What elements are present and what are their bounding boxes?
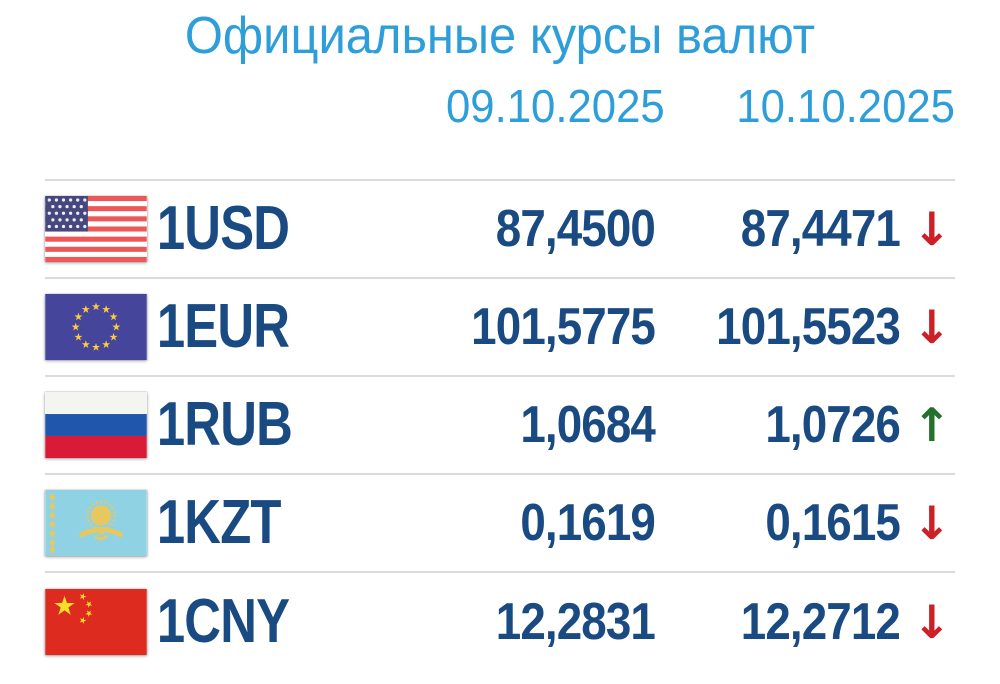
- rates-table: 1USD 87,4500 87,4471 ↓: [45, 178, 955, 671]
- date-column-current: 10.10.2025: [736, 80, 955, 133]
- rate-previous: 0,1619: [520, 493, 656, 552]
- kz-flag-icon: [45, 489, 147, 556]
- rate-previous: 12,2831: [495, 592, 656, 651]
- rate-current: 12,2712: [740, 592, 901, 651]
- trend-down-icon: ↓: [912, 201, 951, 256]
- rate-previous: 87,4500: [495, 199, 656, 258]
- currency-code: 1EUR: [156, 291, 290, 361]
- table-row-rub: 1RUB 1,0684 1,0726 ↑: [45, 377, 955, 475]
- rate-current: 87,4471: [740, 199, 901, 258]
- table-row-cny: 1CNY 12,2831 12,2712 ↓: [45, 573, 955, 671]
- rate-current: 0,1615: [765, 493, 901, 552]
- rate-previous: 101,5775: [471, 297, 656, 356]
- page-title: Официальные курсы валют: [184, 7, 816, 65]
- trend-down-icon: ↓: [912, 495, 951, 550]
- trend-down-icon: ↓: [912, 594, 951, 649]
- currency-code: 1RUB: [156, 389, 293, 459]
- rate-current: 1,0726: [765, 395, 901, 454]
- ru-flag-icon: [45, 391, 147, 458]
- table-row-usd: 1USD 87,4500 87,4471 ↓: [45, 181, 955, 279]
- rate-previous: 1,0684: [520, 395, 656, 454]
- date-column-previous: 09.10.2025: [446, 80, 665, 133]
- us-flag-icon: [45, 195, 147, 262]
- date-header-row: 09.10.2025 10.10.2025: [45, 81, 955, 132]
- eu-flag-icon: [45, 293, 147, 360]
- currency-code: 1USD: [156, 193, 290, 263]
- rate-current: 101,5523: [716, 297, 901, 356]
- trend-up-icon: ↑: [912, 397, 951, 452]
- currency-code: 1KZT: [156, 487, 282, 557]
- table-row-kzt: 1KZT 0,1619 0,1615 ↓: [45, 475, 955, 573]
- currency-code: 1CNY: [156, 586, 290, 656]
- exchange-rates-panel: Официальные курсы валют 09.10.2025 10.10…: [0, 7, 1000, 684]
- cn-flag-icon: [45, 588, 147, 655]
- trend-down-icon: ↓: [912, 299, 951, 354]
- table-row-eur: 1EUR 101,5775 101,5523 ↓: [45, 279, 955, 377]
